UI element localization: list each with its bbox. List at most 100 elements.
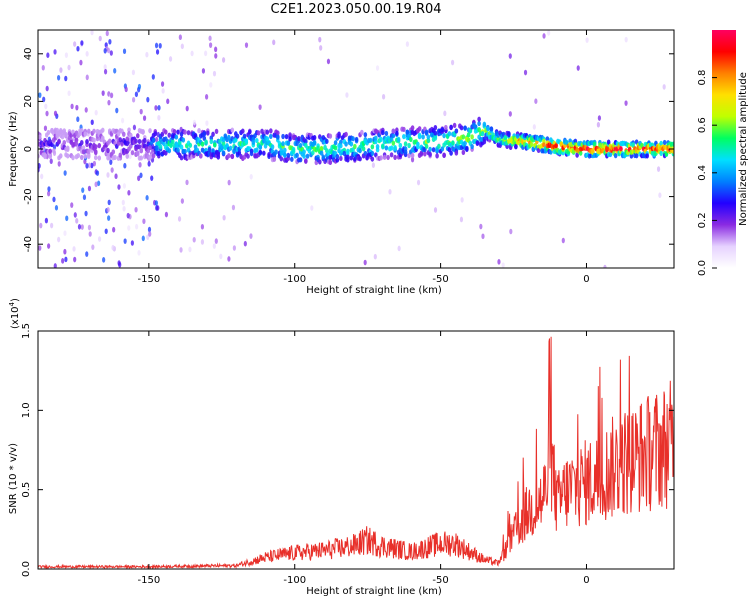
ridge-cell <box>212 142 217 148</box>
ridge-cell <box>262 150 266 156</box>
noise-cell <box>127 225 131 231</box>
ridge-cell <box>407 153 411 159</box>
ridge-cell <box>76 152 81 159</box>
ridge-cell <box>426 137 431 144</box>
ridge-cell <box>461 149 466 156</box>
noise-cell <box>47 243 51 249</box>
ridge-cell <box>346 157 350 163</box>
ridge-cell <box>659 150 663 156</box>
x-tick-label: -150 <box>138 575 161 586</box>
ridge-cell <box>205 130 210 136</box>
noise-cell <box>52 196 56 203</box>
ridge-cell <box>339 143 343 149</box>
ridge-cell <box>409 136 413 143</box>
noise-cell <box>177 216 182 222</box>
ridge-cell <box>163 129 168 135</box>
ridge-cell <box>107 138 112 144</box>
ridge-cell <box>606 139 611 145</box>
noise-cell <box>192 119 197 126</box>
noise-cell <box>542 33 546 39</box>
noise-cell <box>113 68 117 74</box>
ridge-cell <box>48 153 53 160</box>
noise-cell <box>134 206 138 213</box>
ridge-cell <box>225 143 229 149</box>
noise-cell <box>192 236 196 243</box>
ridge-cell <box>433 125 438 131</box>
noise-cell <box>131 69 136 76</box>
noise-cell <box>61 258 65 264</box>
noise-cell <box>39 222 43 229</box>
ridge-cell <box>358 156 362 162</box>
noise-cell <box>151 74 155 80</box>
heatmap-cells <box>38 30 674 268</box>
ridge-cell <box>424 129 429 135</box>
noise-cell <box>388 188 392 195</box>
noise-cell <box>161 88 165 94</box>
colorbar-tick-label: 0.8 <box>697 70 708 86</box>
noise-cell <box>117 184 121 190</box>
noise-cell <box>63 230 67 237</box>
noise-cell <box>249 233 253 239</box>
ridge-cell <box>370 150 375 156</box>
noise-cell <box>232 245 236 251</box>
noise-cell <box>154 42 159 49</box>
noise-cell <box>154 136 159 143</box>
ridge-cell <box>302 153 306 159</box>
ridge-cell <box>211 131 215 137</box>
noise-cell <box>128 153 132 160</box>
ridge-cell <box>568 138 572 144</box>
ridge-cell <box>48 148 53 154</box>
ridge-cell <box>437 143 441 149</box>
noise-cell <box>111 244 115 251</box>
ridge-cell <box>386 154 390 161</box>
noise-cell <box>209 42 213 48</box>
ridge-cell <box>402 133 406 140</box>
ridge-cell <box>463 125 467 131</box>
snr-series-line <box>38 336 674 569</box>
ridge-cell <box>151 153 156 159</box>
noise-cell <box>450 59 455 66</box>
noise-cell <box>139 108 143 115</box>
noise-cell <box>41 64 45 71</box>
noise-cell <box>106 172 110 178</box>
ridge-cell <box>230 153 235 160</box>
noise-cell <box>80 224 84 230</box>
ridge-cell <box>391 128 396 134</box>
noise-cell <box>104 228 108 235</box>
noise-cell <box>53 49 57 55</box>
ridge-cell <box>127 127 131 133</box>
ridge-cell <box>554 143 558 149</box>
ridge-cell <box>358 148 362 154</box>
noise-cell <box>110 92 114 99</box>
noise-cell <box>416 179 421 186</box>
noise-cell <box>103 64 107 70</box>
noise-cell <box>212 70 217 77</box>
ridge-cell <box>57 139 61 145</box>
ridge-cell <box>353 143 357 150</box>
x-tick-label: -150 <box>138 274 161 285</box>
noise-cell <box>130 240 134 246</box>
noise-cell <box>561 237 565 244</box>
ridge-cell <box>454 150 459 156</box>
noise-cell <box>85 51 89 57</box>
noise-cell <box>105 30 109 37</box>
y-tick-label: 40 <box>23 47 34 60</box>
noise-cell <box>122 48 127 55</box>
noise-cell <box>497 259 501 265</box>
ridge-cell <box>125 153 130 159</box>
noise-cell <box>107 99 111 106</box>
ridge-cell <box>100 127 105 133</box>
x-axis-label: Height of straight line (km) <box>306 285 442 296</box>
ridge-cell <box>214 128 219 134</box>
noise-cell <box>188 246 192 253</box>
ridge-cell <box>221 150 226 156</box>
noise-cell <box>50 222 54 229</box>
noise-cell <box>84 210 88 217</box>
y-tick-label: 0.0 <box>21 561 32 577</box>
ridge-cell <box>270 144 275 150</box>
noise-cell <box>147 161 151 167</box>
chart-title: C2E1.2023.050.00.19.R04 <box>270 2 442 17</box>
ridge-cell <box>151 137 156 143</box>
noise-cell <box>67 64 71 71</box>
noise-cell <box>45 110 49 117</box>
